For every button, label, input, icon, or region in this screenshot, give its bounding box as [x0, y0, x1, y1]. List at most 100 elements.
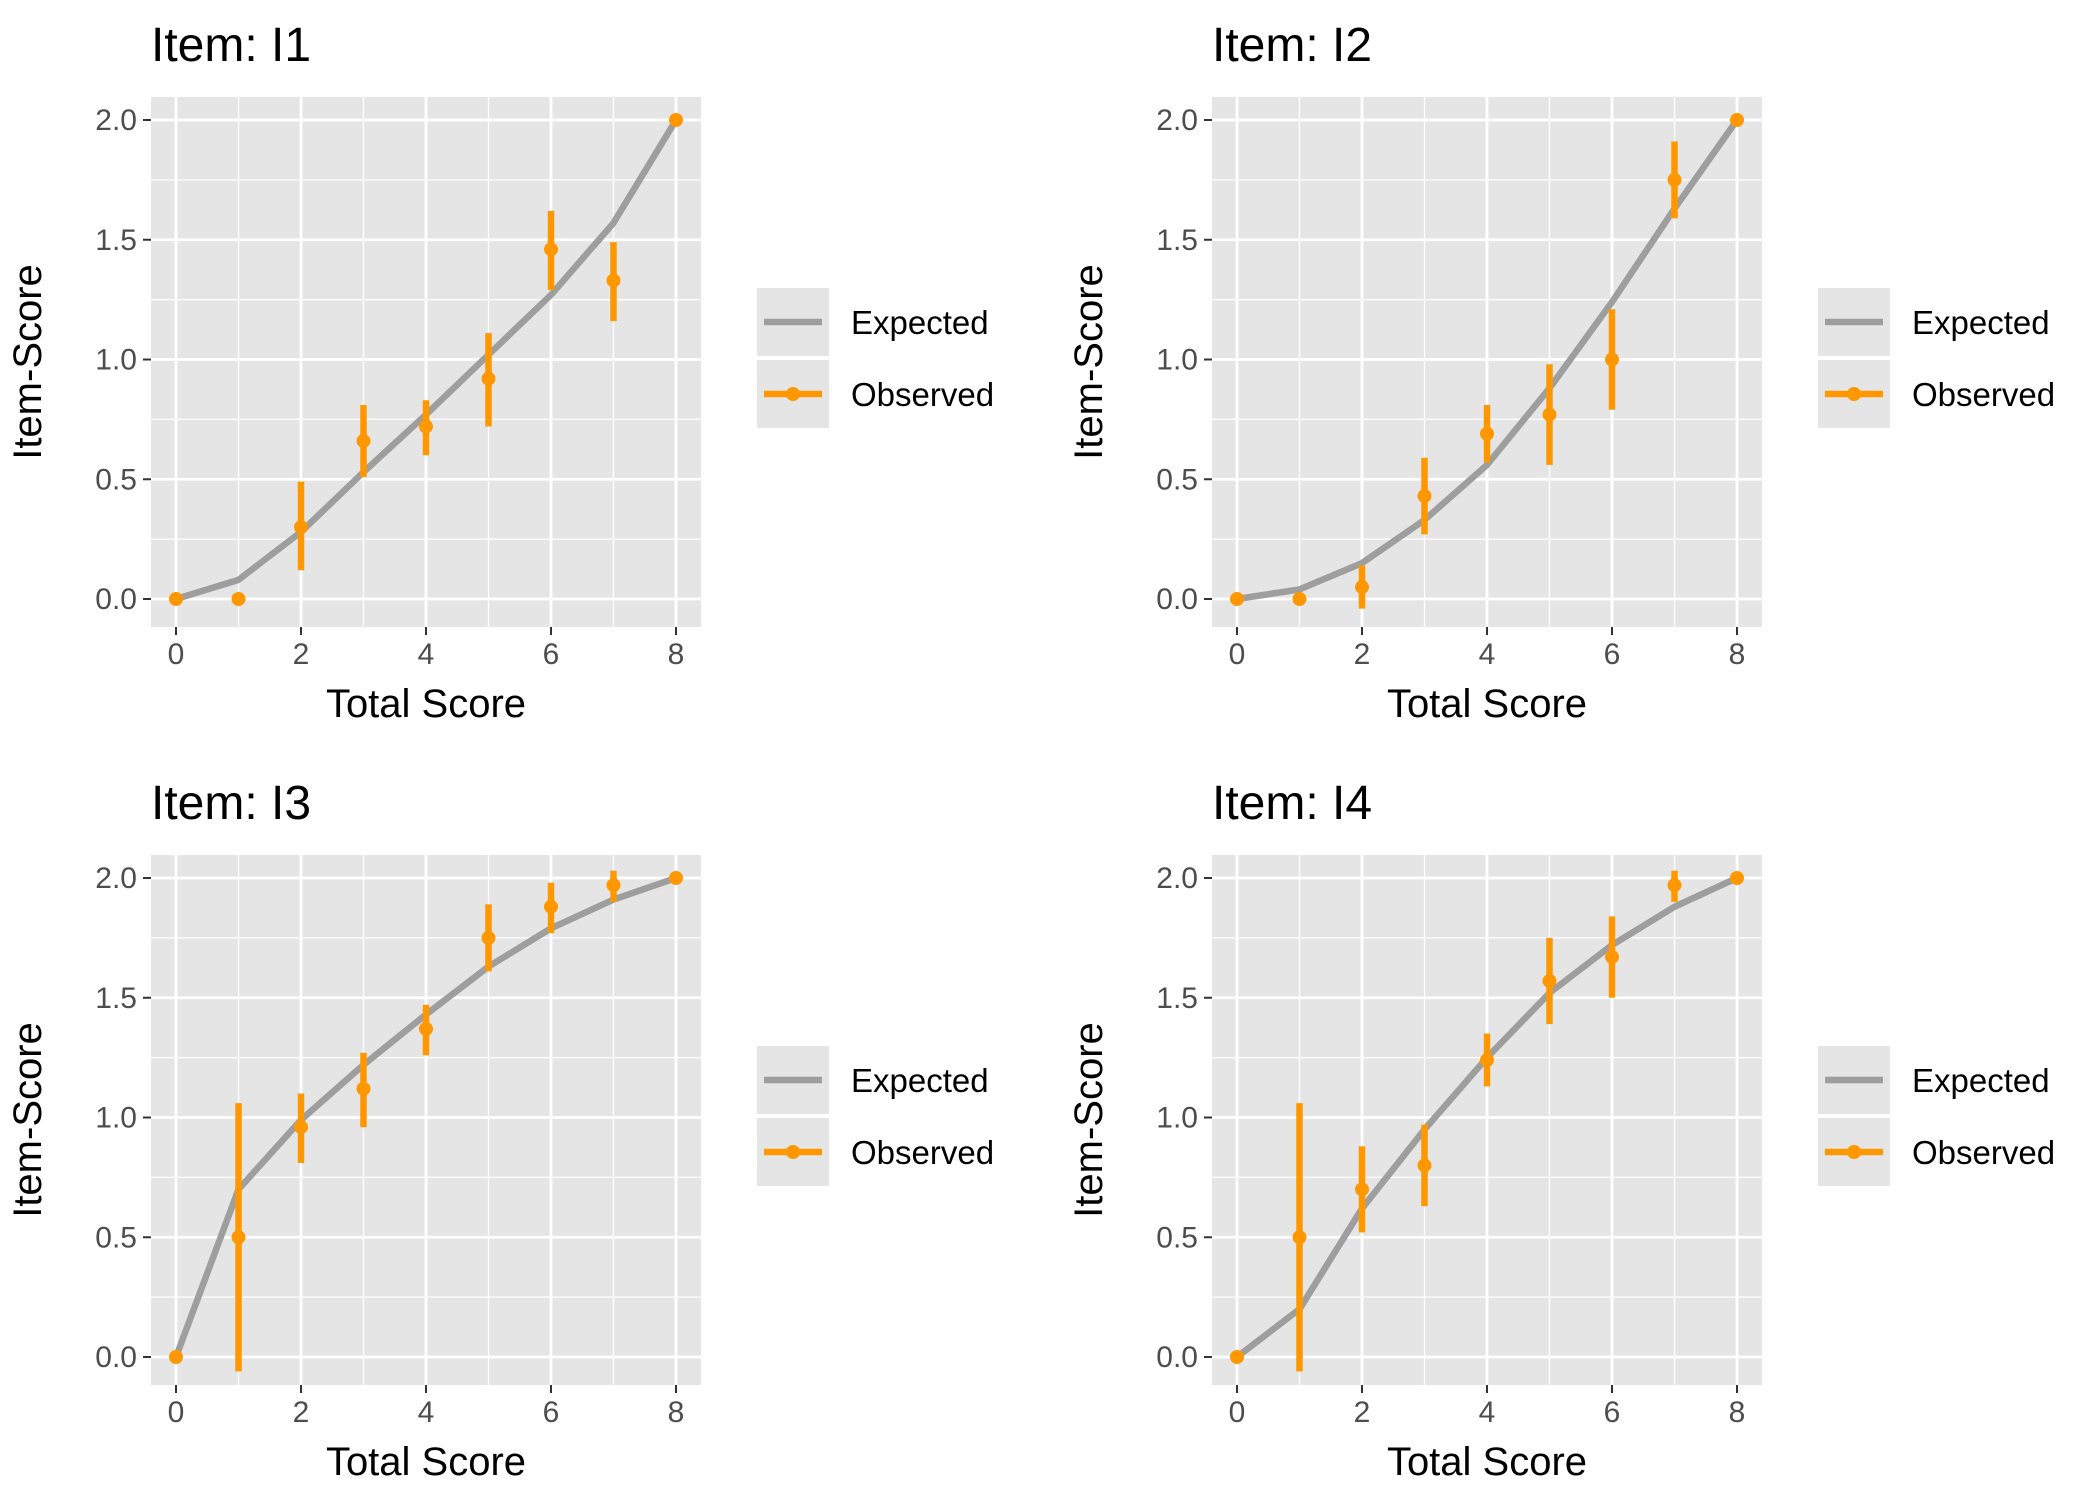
legend-label: Expected — [1912, 304, 2050, 341]
observed-point — [169, 1350, 183, 1364]
x-tick-label: 2 — [293, 638, 310, 671]
legend-label: Expected — [1912, 1062, 2050, 1099]
expected-line — [1236, 118, 1740, 603]
x-tick-label: 6 — [543, 1396, 560, 1429]
observed-point — [1292, 592, 1307, 606]
panel-3: Item: I3 0 2 4 6 8 0.0 0.5 1.0 1.5 2.0 Total Score I… — [6, 777, 994, 1484]
y-tick-label: 0.0 — [95, 1341, 137, 1374]
observed-point — [544, 242, 558, 257]
observed-point — [1730, 871, 1744, 885]
legend-key-point — [786, 1145, 800, 1159]
x-tick-label: 2 — [1354, 1396, 1371, 1429]
x-tick-label: 6 — [1604, 1396, 1621, 1429]
y-tick-label: 0.0 — [95, 583, 137, 616]
legend-label: Expected — [851, 1062, 989, 1099]
observed-point — [481, 371, 496, 386]
observed-point — [419, 1021, 433, 1036]
legend-key-point — [786, 387, 800, 401]
panel-1: Item: I1 0 2 4 6 8 0.0 0.5 1.0 1.5 2.0 Total Score I… — [6, 19, 994, 726]
x-axis-title: Total Score — [1387, 682, 1587, 726]
y-axis-title: Item-Score — [6, 264, 50, 460]
panel-4: Item: I4 0 2 4 6 8 0.0 0.5 1.0 1.5 2.0 Total Score I… — [1067, 777, 2055, 1484]
legend: Expected Observed — [1818, 288, 2055, 428]
panel-title: Item: I3 — [151, 777, 311, 830]
x-tick-label: 8 — [1729, 1396, 1746, 1429]
legend-label: Observed — [1912, 1134, 2055, 1171]
x-tick-label: 4 — [418, 638, 435, 671]
y-tick-label: 0.0 — [1156, 1341, 1198, 1374]
observed-point — [1417, 1158, 1432, 1173]
observed-point — [1480, 1053, 1494, 1068]
legend-label: Observed — [1912, 376, 2055, 413]
observed-point — [606, 273, 621, 288]
y-tick-label: 0.5 — [95, 463, 137, 496]
panel-title: Item: I2 — [1212, 19, 1372, 72]
x-tick-label: 0 — [1229, 638, 1246, 671]
legend-key-point — [1847, 387, 1861, 401]
legend-label: Observed — [851, 376, 994, 413]
observed-point — [1605, 352, 1619, 367]
panel-2: Item: I2 0 2 4 6 8 0.0 0.5 1.0 1.5 2.0 Total Score I… — [1067, 19, 2055, 726]
x-tick-label: 2 — [1354, 638, 1371, 671]
y-tick-label: 1.5 — [95, 224, 137, 257]
y-axis-title: Item-Score — [1067, 264, 1111, 460]
y-tick-label: 1.0 — [1156, 344, 1198, 377]
y-tick-label: 1.5 — [95, 982, 137, 1015]
x-tick-label: 0 — [1229, 1396, 1246, 1429]
observed-point — [1355, 1182, 1369, 1197]
observed-point — [169, 592, 183, 606]
observed-point — [1480, 426, 1494, 441]
observed-point — [1730, 113, 1744, 127]
observed-point — [1417, 489, 1432, 504]
observed-point — [544, 899, 558, 914]
x-tick-label: 6 — [543, 638, 560, 671]
observed-point — [1230, 1350, 1244, 1364]
y-tick-label: 1.5 — [1156, 982, 1198, 1015]
legend-label: Expected — [851, 304, 989, 341]
x-tick-label: 2 — [293, 1396, 310, 1429]
observed-point — [419, 419, 433, 434]
observed-point — [1542, 407, 1557, 422]
y-tick-label: 2.0 — [1156, 862, 1198, 895]
x-tick-label: 4 — [418, 1396, 435, 1429]
legend: Expected Observed — [757, 1046, 994, 1186]
x-tick-label: 6 — [1604, 638, 1621, 671]
observed-point — [1355, 580, 1369, 595]
x-axis-title: Total Score — [1387, 1440, 1587, 1484]
y-tick-label: 1.0 — [95, 1102, 137, 1135]
observed-point — [1667, 172, 1682, 187]
y-tick-label: 2.0 — [1156, 104, 1198, 137]
observed-point — [481, 930, 496, 945]
x-tick-label: 0 — [168, 1396, 185, 1429]
y-tick-label: 1.5 — [1156, 224, 1198, 257]
x-tick-label: 4 — [1479, 1396, 1496, 1429]
x-tick-label: 8 — [1729, 638, 1746, 671]
observed-point — [294, 520, 308, 535]
observed-point — [294, 1120, 308, 1135]
y-tick-label: 0.5 — [1156, 463, 1198, 496]
panel-title: Item: I4 — [1212, 777, 1372, 830]
legend: Expected Observed — [757, 288, 994, 428]
y-tick-label: 0.5 — [95, 1221, 137, 1254]
legend-key-point — [1847, 1145, 1861, 1159]
x-tick-label: 8 — [668, 1396, 685, 1429]
observed-point — [1292, 1230, 1307, 1245]
y-tick-label: 2.0 — [95, 104, 137, 137]
observed-point — [1667, 878, 1682, 893]
y-tick-label: 0.5 — [1156, 1221, 1198, 1254]
x-tick-label: 4 — [1479, 638, 1496, 671]
y-axis-title: Item-Score — [1067, 1022, 1111, 1218]
observed-point — [231, 1230, 246, 1245]
legend-label: Observed — [851, 1134, 994, 1171]
panel-title: Item: I1 — [151, 19, 311, 72]
y-tick-label: 1.0 — [95, 344, 137, 377]
observed-point — [356, 433, 371, 448]
x-axis-title: Total Score — [326, 682, 526, 726]
observed-point — [1230, 592, 1244, 606]
observed-point — [231, 592, 246, 606]
observed-point — [669, 871, 683, 885]
x-tick-label: 0 — [168, 638, 185, 671]
observed-point — [606, 878, 621, 893]
observed-point — [1605, 950, 1619, 965]
